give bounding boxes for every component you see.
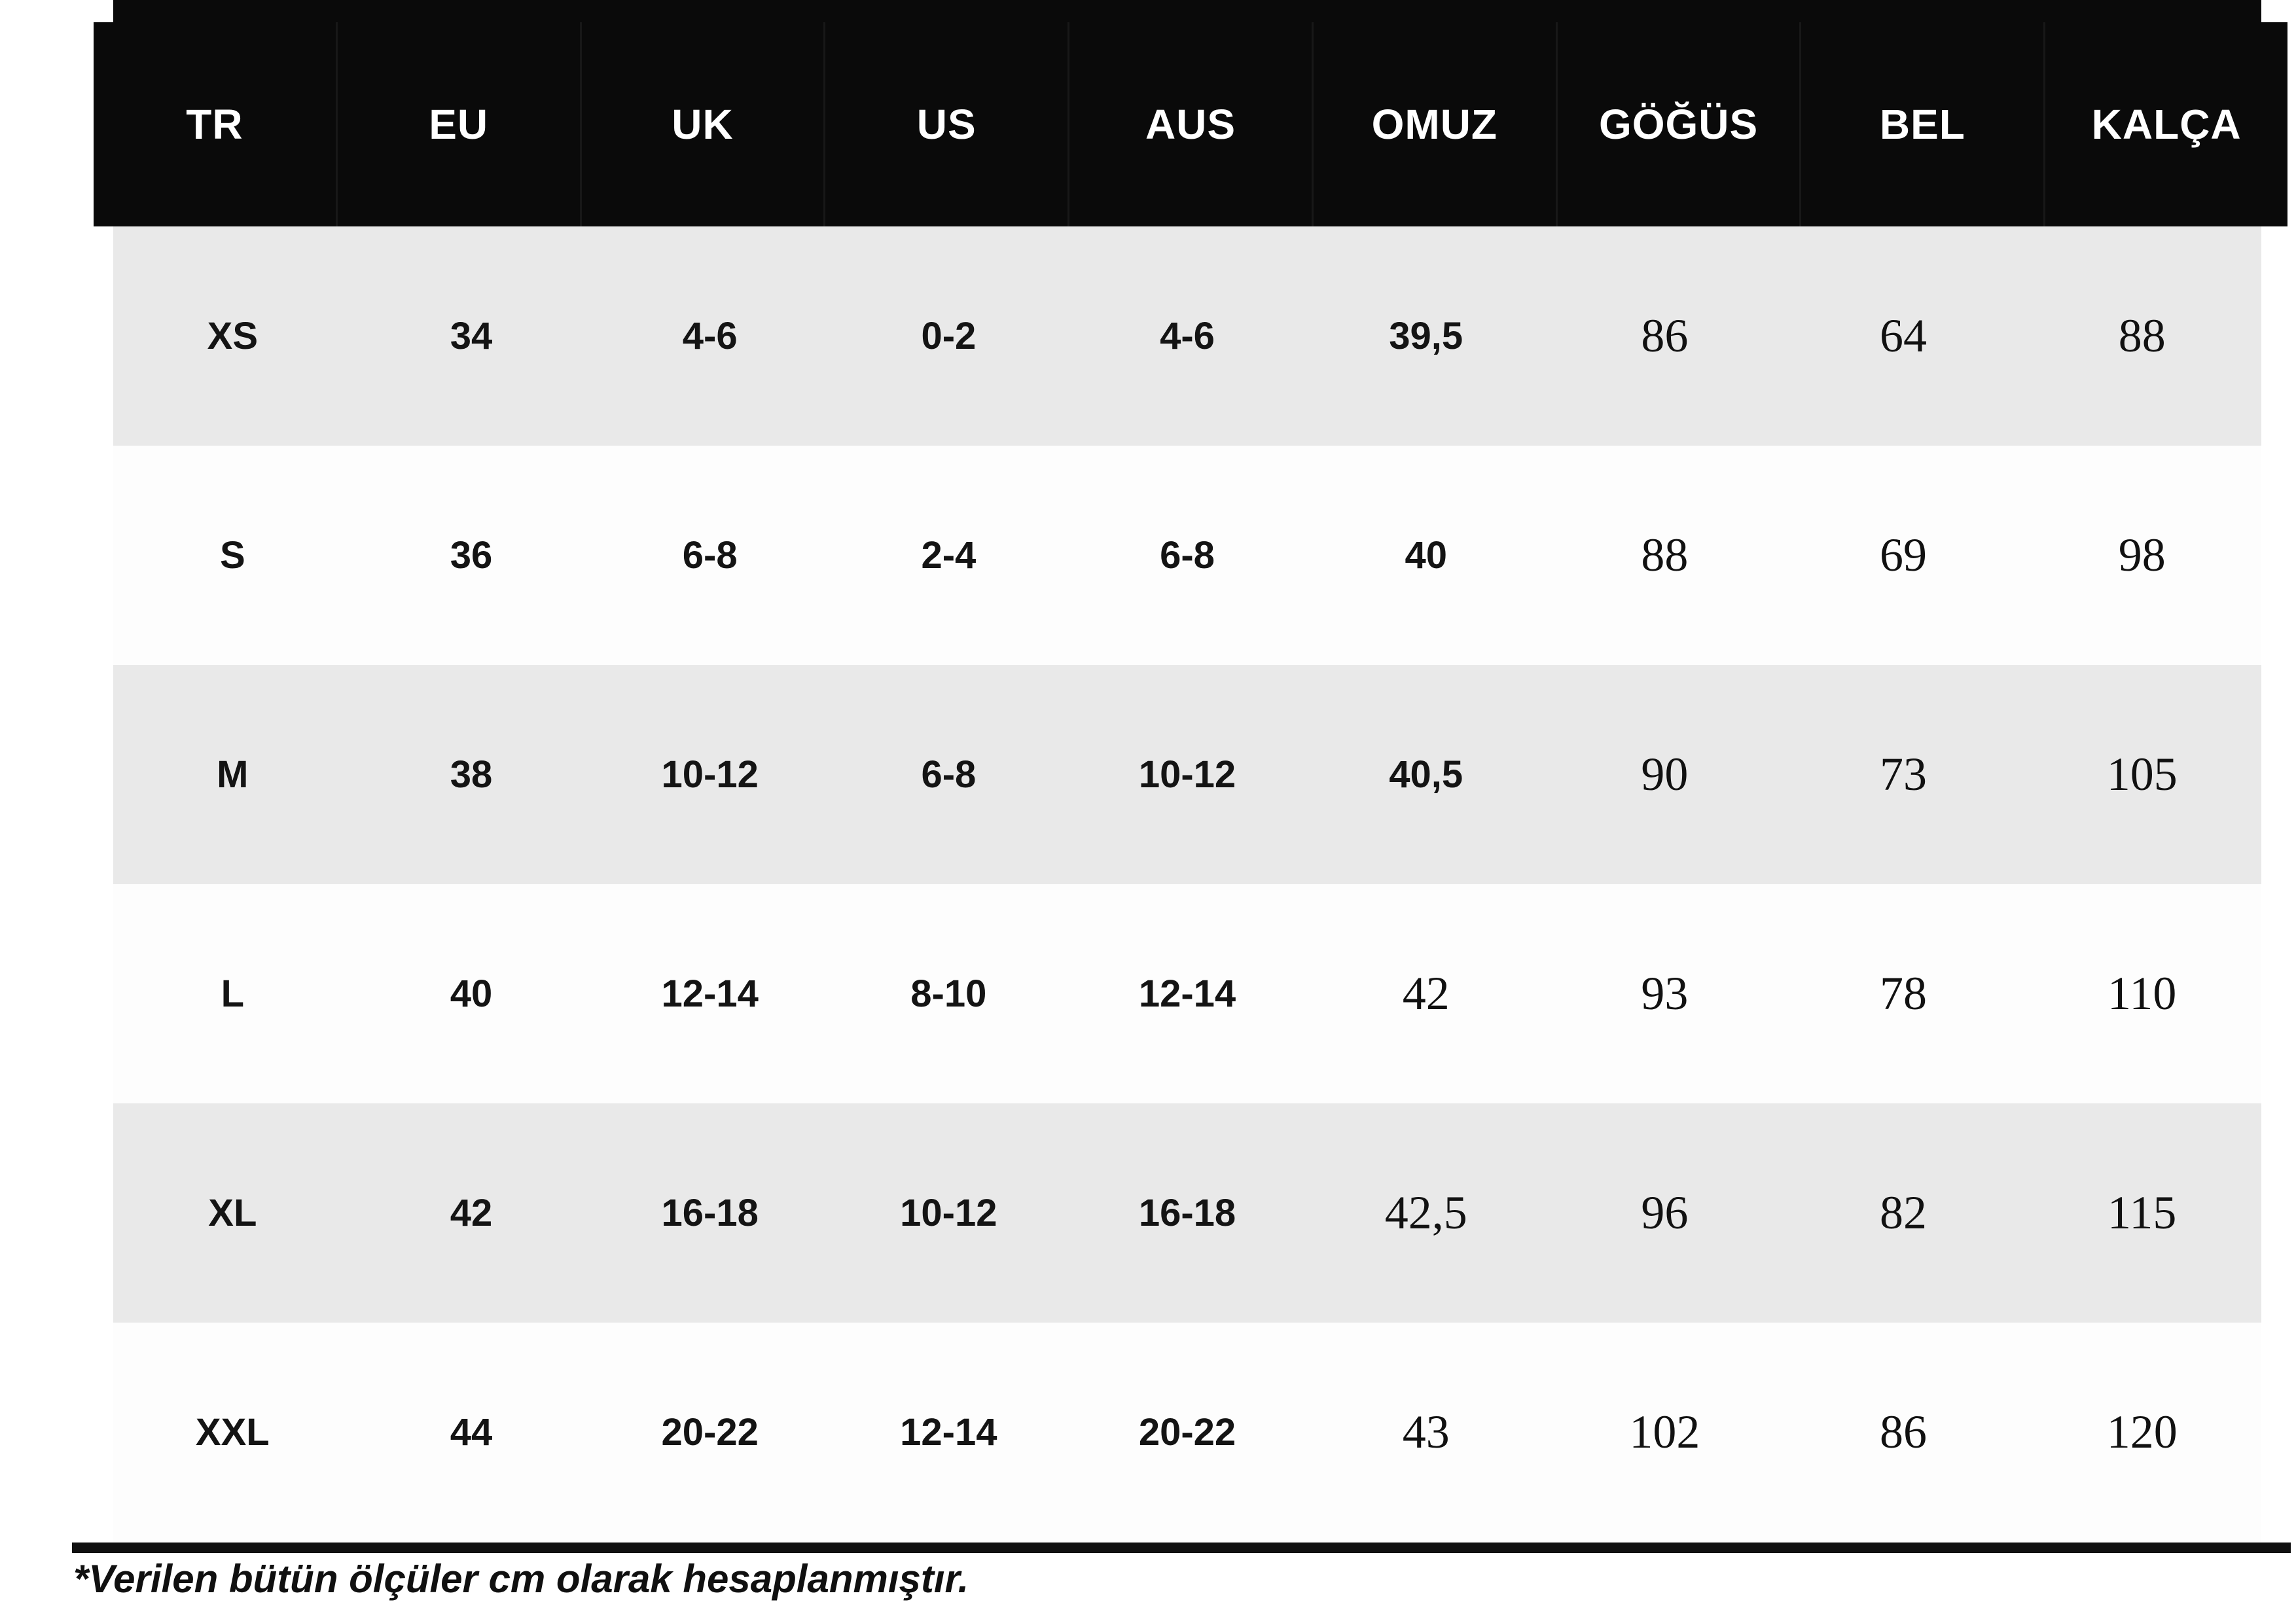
column-header-us: US (823, 22, 1067, 226)
size-label: M (217, 753, 249, 796)
size-label: L (221, 972, 245, 1015)
cell-aus: 10-12 (1138, 753, 1236, 796)
cell-eu: 36 (450, 534, 493, 577)
column-header-gogus: GÖĞÜS (1555, 22, 1800, 226)
size-label: XXL (195, 1411, 270, 1454)
table-body: XS 34 4-6 0-2 4-6 39,5 86 64 88 S 36 6-8 2-4 6-8 40 88 6… (113, 226, 2261, 1542)
cell-eu: 38 (450, 753, 493, 796)
cell-uk: 10-12 (661, 753, 759, 796)
table-row-xl: XL 42 16-18 10-12 16-18 42,5 96 82 115 (113, 1103, 2261, 1323)
table-row-xxl: XXL 44 20-22 12-14 20-22 43 102 86 120 (113, 1323, 2261, 1542)
cell-bel: 64 (1880, 310, 1928, 362)
cell-gogus: 96 (1641, 1186, 1689, 1239)
size-label: XL (208, 1192, 257, 1234)
cell-gogus: 93 (1641, 967, 1689, 1020)
cell-us: 8-10 (910, 972, 987, 1015)
cell-omuz: 39,5 (1389, 315, 1463, 357)
cell-eu: 42 (450, 1192, 493, 1234)
cell-eu: 34 (450, 315, 493, 357)
cell-uk: 20-22 (661, 1411, 759, 1454)
cell-us: 6-8 (921, 753, 977, 796)
cell-kalca: 98 (2118, 529, 2166, 581)
cell-bel: 78 (1880, 967, 1928, 1020)
cell-gogus: 86 (1641, 310, 1689, 362)
cell-us: 2-4 (921, 534, 977, 577)
cell-aus: 6-8 (1160, 534, 1215, 577)
table-row-m: M 38 10-12 6-8 10-12 40,5 90 73 105 (113, 665, 2261, 884)
table-row-s: S 36 6-8 2-4 6-8 40 88 69 98 (113, 446, 2261, 665)
cell-eu: 44 (450, 1411, 493, 1454)
column-header-tr: TR (186, 101, 243, 148)
cell-omuz: 42,5 (1384, 1186, 1467, 1239)
cell-aus: 4-6 (1160, 315, 1215, 357)
cell-eu: 40 (450, 972, 493, 1015)
column-header-eu: EU (335, 22, 580, 226)
cell-bel: 82 (1880, 1186, 1928, 1239)
cell-us: 0-2 (921, 315, 977, 357)
cell-kalca: 110 (2108, 967, 2177, 1020)
cell-bel: 86 (1880, 1406, 1928, 1458)
table-header-row: TR EU UK US AUS OMUZ GÖĞÜS BEL KALÇA (94, 22, 2287, 226)
cell-uk: 16-18 (661, 1192, 759, 1234)
table-bottom-border (72, 1543, 2291, 1553)
column-header-omuz: OMUZ (1311, 22, 1556, 226)
cell-omuz: 40,5 (1389, 753, 1463, 796)
cell-omuz: 43 (1402, 1406, 1450, 1458)
column-header-bel: BEL (1799, 22, 2043, 226)
cell-omuz: 42 (1402, 967, 1450, 1020)
column-header-uk: UK (579, 22, 824, 226)
cell-aus: 20-22 (1138, 1411, 1236, 1454)
cell-uk: 12-14 (661, 972, 759, 1015)
cell-bel: 73 (1880, 748, 1928, 800)
footnote: *Verilen bütün ölçüler cm olarak hesapla… (73, 1557, 969, 1601)
column-header-kalca: KALÇA (2043, 22, 2287, 226)
cell-aus: 16-18 (1138, 1192, 1236, 1234)
cell-uk: 4-6 (682, 315, 738, 357)
cell-kalca: 115 (2108, 1186, 2177, 1239)
cell-gogus: 90 (1641, 748, 1689, 800)
column-header-aus: AUS (1067, 22, 1312, 226)
cell-kalca: 88 (2118, 310, 2166, 362)
cell-uk: 6-8 (682, 534, 738, 577)
cell-gogus: 88 (1641, 529, 1689, 581)
cell-aus: 12-14 (1138, 972, 1236, 1015)
cell-kalca: 120 (2106, 1406, 2178, 1458)
size-label: S (219, 534, 245, 577)
cell-gogus: 102 (1629, 1406, 1700, 1458)
cell-bel: 69 (1880, 529, 1928, 581)
size-label: XS (207, 315, 259, 357)
cell-omuz: 40 (1405, 534, 1447, 577)
table-header-top-strip (113, 0, 2261, 22)
cell-kalca: 105 (2106, 748, 2178, 800)
cell-us: 12-14 (900, 1411, 997, 1454)
cell-us: 10-12 (900, 1192, 997, 1234)
table-row-xs: XS 34 4-6 0-2 4-6 39,5 86 64 88 (113, 226, 2261, 446)
table-row-l: L 40 12-14 8-10 12-14 42 93 78 110 (113, 884, 2261, 1103)
